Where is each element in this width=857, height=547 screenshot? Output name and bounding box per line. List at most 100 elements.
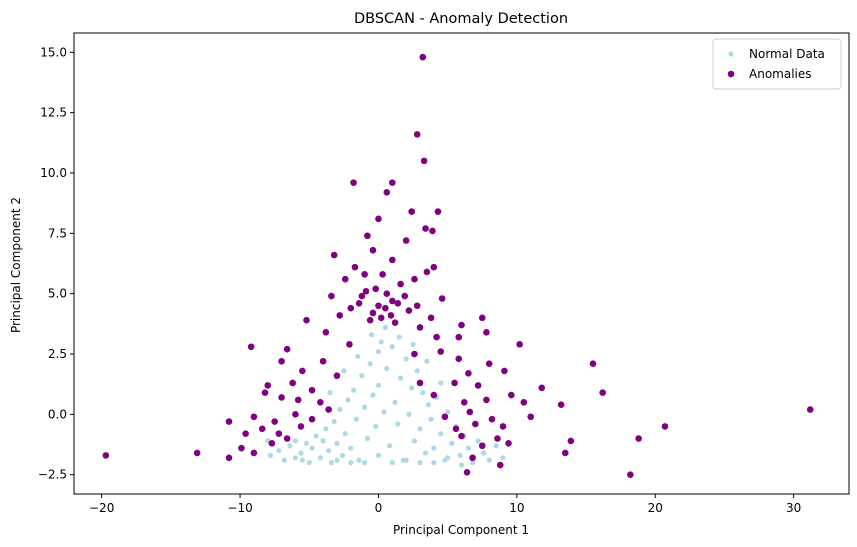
- plot-area: [73, 32, 850, 495]
- anomaly-point: [379, 271, 386, 278]
- normal-point: [364, 435, 370, 442]
- normal-point: [350, 387, 357, 393]
- anomaly-point: [372, 285, 380, 293]
- anomaly-point: [429, 227, 436, 235]
- anomaly-point: [361, 271, 368, 278]
- normal-point: [367, 361, 373, 367]
- anomaly-point: [247, 343, 255, 351]
- anomaly-point: [463, 468, 471, 476]
- anomaly-point: [483, 328, 490, 336]
- anomaly-point: [469, 454, 476, 462]
- normal-point: [465, 445, 472, 451]
- normal-point: [287, 443, 293, 449]
- normal-point: [362, 460, 368, 466]
- normal-point: [292, 438, 299, 444]
- normal-point: [417, 460, 423, 466]
- x-tick-label: −20: [89, 501, 114, 515]
- anomaly-point: [319, 357, 327, 365]
- anomaly-point: [460, 398, 468, 406]
- normal-point: [389, 344, 395, 350]
- anomaly-point: [474, 382, 482, 389]
- anomaly-point: [451, 379, 458, 387]
- anomaly-point: [413, 302, 421, 310]
- anomaly-point: [250, 449, 258, 457]
- normal-point: [431, 460, 437, 466]
- x-tick-label: 20: [648, 501, 663, 515]
- anomaly-point: [508, 391, 515, 399]
- normal-point: [392, 399, 398, 405]
- anomaly-point: [336, 312, 344, 319]
- anomaly-point: [430, 391, 438, 399]
- legend-marker: [728, 51, 734, 57]
- anomaly-point: [387, 312, 395, 319]
- anomaly-point: [408, 208, 415, 215]
- anomaly-point: [294, 396, 302, 404]
- anomaly-point: [420, 157, 428, 165]
- normal-point: [449, 440, 455, 446]
- anomaly-point: [364, 232, 371, 240]
- normal-point: [500, 455, 506, 461]
- anomaly-point: [661, 423, 669, 430]
- normal-point: [375, 382, 382, 388]
- anomaly-point: [250, 413, 258, 421]
- normal-point: [326, 447, 332, 454]
- normal-point: [317, 455, 323, 461]
- anomaly-point: [411, 275, 418, 283]
- y-tick-label: 2.5: [48, 347, 67, 361]
- anomaly-point: [261, 389, 269, 396]
- normal-point: [481, 450, 487, 456]
- normal-point: [403, 356, 409, 362]
- anomaly-point: [557, 401, 565, 409]
- anomaly-point: [455, 355, 463, 363]
- normal-point: [298, 450, 304, 456]
- anomaly-point: [411, 350, 418, 358]
- normal-point: [395, 421, 401, 427]
- normal-point: [475, 438, 481, 444]
- normal-point: [337, 406, 343, 413]
- x-tick-label: −10: [227, 501, 252, 515]
- anomaly-point: [438, 295, 446, 302]
- normal-point: [396, 334, 402, 340]
- anomaly-point: [102, 452, 110, 459]
- normal-point: [331, 418, 337, 425]
- anomaly-point: [419, 53, 427, 61]
- anomaly-point: [308, 386, 316, 394]
- y-tick-label: 10.0: [40, 166, 67, 180]
- anomaly-point: [458, 432, 465, 440]
- anomaly-point: [437, 348, 445, 355]
- anomaly-point: [369, 246, 377, 254]
- normal-point: [493, 443, 499, 449]
- normal-point: [417, 426, 423, 432]
- anomaly-point: [413, 131, 421, 138]
- anomaly-point: [427, 314, 435, 322]
- normal-point: [428, 416, 434, 422]
- normal-point: [348, 445, 354, 451]
- normal-point: [424, 358, 430, 364]
- x-axis: −20 −10 0 10 20 30: [89, 494, 801, 515]
- x-tick-label: 10: [509, 501, 524, 515]
- normal-point: [348, 460, 354, 466]
- anomaly-point: [599, 389, 606, 396]
- normal-point: [359, 373, 365, 379]
- normal-point: [411, 438, 418, 444]
- normal-point: [356, 457, 362, 463]
- series-normal-data: [265, 324, 506, 468]
- anomaly-point: [441, 413, 449, 421]
- anomaly-point: [806, 406, 814, 413]
- anomaly-point: [333, 372, 341, 380]
- anomaly-point: [402, 237, 410, 244]
- x-axis-title: Principal Component 1: [393, 523, 529, 537]
- anomaly-point: [283, 435, 291, 442]
- y-tick-label: 15.0: [40, 45, 67, 59]
- normal-point: [425, 402, 431, 408]
- anomaly-point: [366, 316, 374, 324]
- normal-point: [384, 365, 390, 372]
- normal-point: [292, 455, 299, 461]
- normal-point: [422, 450, 429, 456]
- anomaly-point: [225, 418, 233, 425]
- x-tick-label: 0: [375, 501, 383, 515]
- anomaly-point: [465, 370, 472, 377]
- anomaly-point: [455, 333, 463, 341]
- y-axis: −2.5 0.0 2.5 5.0 7.5 10.0 12.5 15.0: [38, 45, 74, 482]
- anomaly-point: [589, 360, 597, 367]
